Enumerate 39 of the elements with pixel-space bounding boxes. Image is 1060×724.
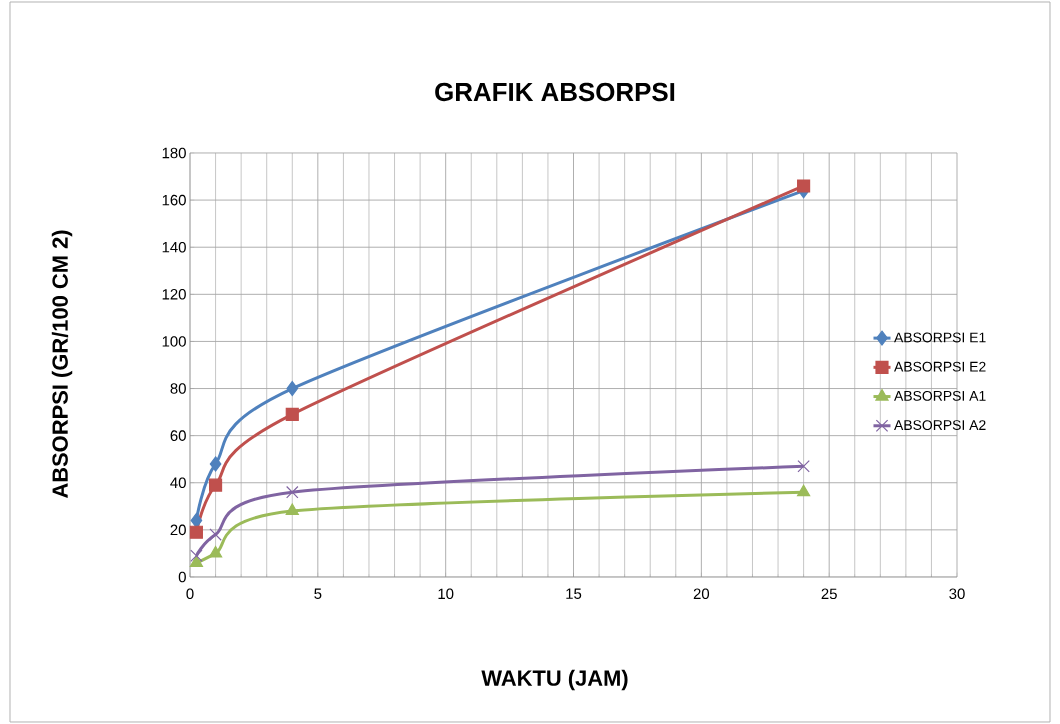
point [190,512,203,529]
y-tick-label: 80 [170,383,186,394]
y-tick-label: 120 [162,289,186,300]
x-tick-label: 0 [186,588,194,600]
point [286,485,299,499]
point [797,179,811,193]
y-tick-label: 140 [162,241,186,253]
point [285,407,299,422]
point [286,380,299,397]
legend-label: ABSORPSI E2 [894,361,986,372]
point [190,549,203,563]
point [189,525,203,539]
y-tick-label: 180 [162,147,186,159]
legend-label: ABSORPSI E1 [894,332,986,343]
x-tick-label: 30 [949,588,965,600]
x-axis-title: WAKTU (JAM) [481,669,628,691]
point [797,460,810,473]
point [209,478,223,492]
x-tick-label: 20 [693,588,710,600]
legend-label: ABSORPSI A2 [894,420,986,431]
y-tick-label: 40 [170,477,186,489]
point [189,555,204,567]
x-tick-label: 25 [821,588,837,600]
point [796,484,811,497]
y-tick-label: 60 [170,430,186,441]
y-tick-label: 160 [162,194,186,206]
x-tick-label: 5 [314,588,322,599]
point [285,503,299,516]
chart-title: GRAFIK ABSORPSI [435,82,675,102]
x-tick-label: 15 [566,588,582,599]
y-tick-label: 20 [170,524,186,536]
point [208,545,223,558]
y-axis-title: ABSORPSI (GR/100 CM 2) [51,230,73,499]
legend-label: ABSORPSI A1 [894,390,986,401]
point [209,456,222,472]
y-tick-label: 0 [178,571,186,583]
y-tick-label: 100 [162,336,186,347]
point [209,528,222,541]
x-tick-label: 10 [438,588,454,600]
